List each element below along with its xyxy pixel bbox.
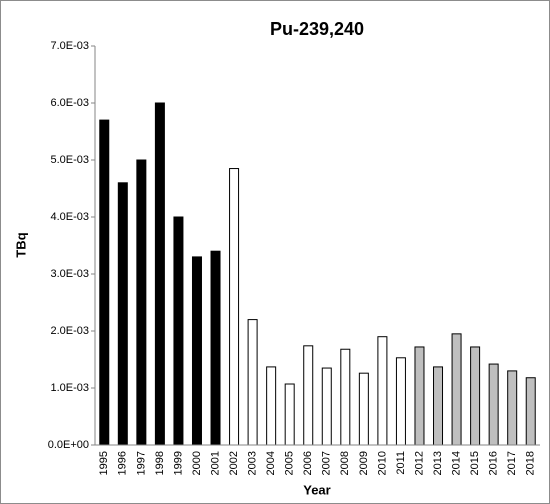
x-tick-label: 2012	[413, 451, 425, 475]
y-tick-label: 0.0E+00	[48, 439, 89, 451]
bar	[210, 250, 221, 446]
x-tick-label: 2005	[284, 451, 296, 475]
x-tick-label: 2013	[432, 451, 444, 475]
x-tick-label: 2007	[321, 451, 333, 475]
y-tick-label: 2.0E-03	[50, 325, 89, 337]
x-tick-label: 1996	[117, 451, 129, 475]
y-tick-label: 1.0E-03	[50, 382, 89, 394]
bar	[507, 370, 518, 446]
x-tick-label: 2003	[247, 451, 259, 475]
bar	[154, 102, 165, 446]
y-tick-label: 4.0E-03	[50, 211, 89, 223]
bar	[173, 216, 184, 446]
y-tick-label: 7.0E-03	[50, 40, 89, 52]
bar	[247, 319, 258, 446]
x-tick-label: 1999	[172, 451, 184, 475]
bar	[321, 367, 332, 446]
x-tick-label: 1995	[98, 451, 110, 475]
x-tick-label: 2017	[506, 451, 518, 475]
x-tick-label: 2014	[450, 451, 462, 475]
x-tick-label: 2004	[265, 451, 277, 475]
y-tick-label: 5.0E-03	[50, 154, 89, 166]
x-tick-label: 2015	[469, 451, 481, 475]
x-tick-label: 2011	[395, 451, 407, 475]
bar	[117, 182, 128, 446]
chart-title: Pu-239,240	[270, 19, 364, 39]
bar	[99, 119, 110, 446]
y-tick-label: 6.0E-03	[50, 97, 89, 109]
bar	[433, 366, 444, 446]
bar	[266, 366, 277, 446]
y-tick-label: 3.0E-03	[50, 268, 89, 280]
x-tick-label: 2010	[376, 451, 388, 475]
bar	[229, 168, 240, 446]
x-tick-label: 2001	[209, 451, 221, 475]
x-axis-label: Year	[303, 482, 330, 497]
bar	[284, 383, 295, 446]
x-tick-label: 2000	[191, 451, 203, 475]
x-tick-label: 1997	[135, 451, 147, 475]
bar	[414, 346, 425, 446]
bar	[191, 256, 202, 446]
bar	[340, 348, 351, 446]
bar	[525, 377, 536, 446]
bar	[303, 345, 314, 446]
bar	[451, 333, 462, 446]
x-tick-label: 2006	[302, 451, 314, 475]
bar	[358, 372, 369, 446]
bar	[395, 357, 406, 446]
bar	[488, 363, 499, 446]
bar	[470, 346, 481, 446]
bar	[136, 159, 147, 446]
x-tick-label: 2008	[339, 451, 351, 475]
x-tick-label: 2009	[358, 451, 370, 475]
x-tick-label: 1998	[154, 451, 166, 475]
bar	[377, 336, 388, 446]
x-tick-label: 2018	[525, 451, 537, 475]
y-axis-label: TBq	[13, 232, 28, 257]
x-tick-label: 2002	[228, 451, 240, 475]
x-tick-label: 2016	[488, 451, 500, 475]
